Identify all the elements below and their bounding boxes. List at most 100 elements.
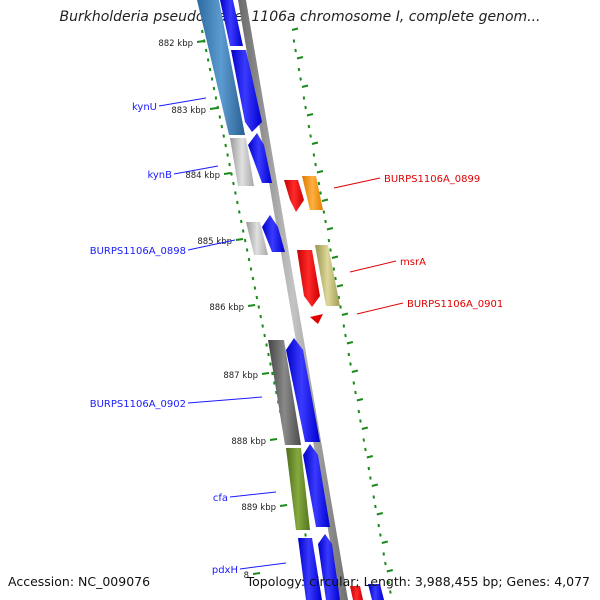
ruler-dot (357, 409, 361, 414)
ruler-dot (302, 96, 306, 100)
chromosome-backbone (238, 0, 348, 600)
gene-label-pdxH[interactable]: pdxH (212, 565, 238, 576)
ruler-dot (304, 533, 307, 537)
cds-kynU-top[interactable] (220, 0, 243, 46)
ruler-dot (379, 533, 382, 537)
position-ticks: 882 kbp 883 kbp 884 kbp 885 kbp 886 kbp 887 k… (158, 39, 288, 581)
ruler-dot (239, 219, 243, 224)
tick-mark (223, 172, 232, 175)
ruler-dot (372, 495, 376, 499)
gene-label-kynU[interactable]: kynU (132, 102, 157, 113)
ruler-dot (228, 162, 231, 167)
ruler-dot (344, 333, 347, 338)
ruler-dot (292, 39, 296, 43)
gene-label-BURPS1106A_0901[interactable]: BURPS1106A_0901 (407, 299, 503, 310)
gene-kynB[interactable] (230, 138, 254, 186)
ruler-dot (347, 352, 351, 357)
leader-line (158, 97, 207, 107)
tick-mark (196, 40, 205, 43)
ruler-dot (202, 39, 206, 43)
map-title: Burkholderia pseudomallei 1106a chromoso… (59, 9, 541, 25)
ruler-dot (367, 466, 371, 471)
gene-label-BURPS1106A_0899[interactable]: BURPS1106A_0899 (384, 174, 480, 185)
ruler-dot (386, 569, 394, 573)
ruler-dot (334, 276, 337, 281)
cds-cfa[interactable] (303, 444, 330, 527)
cds-kynB[interactable] (248, 133, 272, 183)
cds-msrA-khaki[interactable] (315, 245, 340, 306)
ruler-dot (382, 552, 386, 556)
cds-bottom-blue[interactable] (368, 584, 384, 600)
ruler-dot (261, 324, 264, 328)
ruler-dot (236, 200, 239, 205)
ruler-dot (271, 371, 274, 376)
tick-mark (279, 504, 288, 507)
ruler-dot (222, 134, 226, 138)
ruler-dot (243, 238, 247, 243)
gene-label-msrA[interactable]: msrA (400, 257, 426, 268)
cds-BURPS1106A_0902[interactable] (286, 338, 320, 442)
ruler-dot (267, 352, 270, 357)
ruler-dot (263, 333, 266, 338)
ruler-dot (201, 29, 204, 34)
tick-mark (252, 572, 261, 575)
ruler-dot (356, 398, 364, 402)
ruler-dot (369, 476, 372, 480)
gene-label-kynB[interactable]: kynB (147, 170, 172, 181)
ruler-dot (226, 153, 229, 157)
gene-labels: kynU kynB BURPS1106A_0898 BURPS1106A_0902cf… (90, 97, 503, 576)
cds-bottom-red[interactable] (350, 586, 363, 600)
ruler-dot (374, 504, 377, 509)
accession-text: Accession: NC_009076 (8, 574, 151, 589)
gene-BURPS1106A_0902[interactable] (268, 340, 301, 445)
ruler-dot (364, 447, 367, 452)
ruler-dot (371, 483, 379, 487)
cds-BURPS1106A_0898[interactable] (262, 215, 285, 252)
gene-label-cfa[interactable]: cfa (213, 493, 228, 504)
cds-kynU[interactable] (231, 50, 262, 132)
ruler-dot (216, 105, 220, 110)
ruler-dot (301, 84, 309, 88)
ruler-dot (352, 381, 356, 385)
ruler-dot (342, 324, 346, 328)
cds-BURPS1106A_0899-orange[interactable] (302, 176, 323, 210)
leader-line (173, 165, 219, 175)
ruler-dot (218, 115, 222, 119)
ruler-dot (331, 255, 339, 259)
ruler-dot (251, 276, 255, 281)
ruler-dot (339, 305, 342, 309)
ruler-dot (297, 67, 301, 72)
ruler-dot (307, 124, 311, 129)
gene-label-BURPS1106A_0898[interactable]: BURPS1106A_0898 (90, 246, 186, 257)
gene-kynU[interactable] (197, 0, 245, 135)
cds-pdxH-b[interactable] (318, 534, 340, 600)
gene-cfa[interactable] (286, 448, 310, 530)
gene-BURPS1106A_0899[interactable] (284, 180, 304, 212)
ruler-dot (299, 77, 302, 81)
tick-mark (209, 107, 218, 110)
tick-label: 886 kbp (209, 303, 244, 313)
ruler-dot (249, 267, 253, 271)
ruler-dot (366, 455, 374, 459)
tick-label: 885 kbp (197, 237, 232, 247)
ruler-dot (247, 257, 251, 262)
ruler-dot (273, 381, 276, 385)
gene-BURPS1106A_0898[interactable] (246, 222, 268, 255)
ruler-dot (311, 141, 319, 145)
ruler-dot (321, 198, 329, 202)
ruler-dot (265, 343, 268, 347)
ruler-dot (257, 305, 261, 309)
ruler-dot (384, 561, 387, 566)
gene-label-BURPS1106A_0902[interactable]: BURPS1106A_0902 (90, 399, 186, 410)
ruler-dot (341, 312, 349, 316)
ruler-dot (245, 248, 249, 252)
ruler-dot (327, 238, 331, 243)
ruler-dot (306, 113, 314, 117)
gene-BURPS1106A_0901[interactable] (310, 314, 323, 324)
ruler-dot (309, 134, 312, 138)
cds-pdxH[interactable] (298, 538, 322, 600)
ruler-dot (351, 369, 359, 373)
gene-msrA[interactable] (297, 250, 320, 307)
ruler-dot (241, 229, 245, 233)
